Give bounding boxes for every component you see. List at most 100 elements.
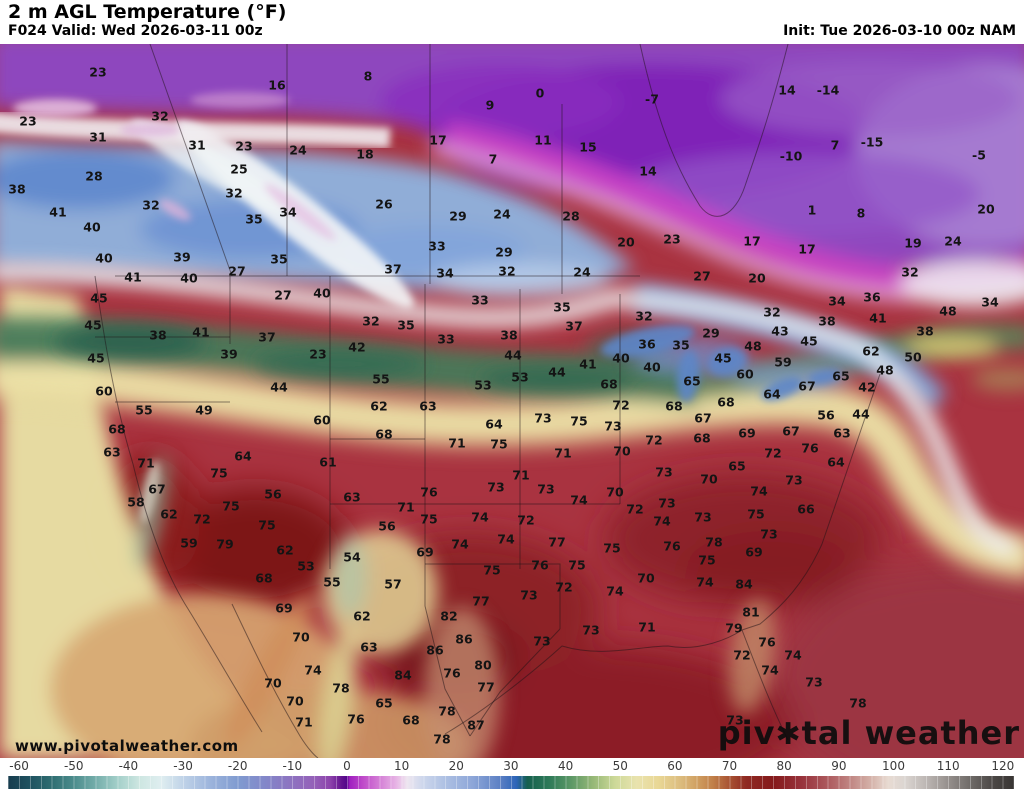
- temp-label: 23: [19, 113, 37, 129]
- temp-label: -15: [860, 134, 884, 150]
- temp-label: 74: [653, 513, 671, 529]
- temp-label: 84: [735, 576, 753, 592]
- temp-label: 70: [606, 484, 624, 500]
- temp-label: 37: [384, 261, 402, 277]
- temp-label: 24: [493, 206, 511, 222]
- temp-label: 79: [725, 620, 743, 636]
- temp-label: 69: [745, 544, 763, 560]
- temp-label: 71: [638, 619, 656, 635]
- temp-label: 78: [705, 534, 723, 550]
- temp-label: 34: [279, 204, 297, 220]
- colorbar-tick-label: 10: [394, 759, 410, 773]
- temp-label: 8: [363, 68, 373, 84]
- temp-label: 23: [235, 138, 253, 154]
- temp-label: 35: [397, 317, 415, 333]
- temp-label: 67: [148, 481, 166, 497]
- temp-label: 32: [635, 308, 653, 324]
- temp-label: 73: [658, 495, 676, 511]
- temp-label: 36: [638, 336, 656, 352]
- temp-label: 69: [416, 544, 434, 560]
- colorbar-tick-label: 60: [667, 759, 683, 773]
- temp-label: 35: [672, 337, 690, 353]
- temp-label: 68: [255, 570, 273, 586]
- temp-label: 63: [343, 489, 361, 505]
- temp-label: 27: [274, 287, 292, 303]
- temp-label: 74: [696, 574, 714, 590]
- temp-label: 23: [663, 231, 681, 247]
- temp-label: 56: [378, 518, 396, 534]
- temp-label: 74: [304, 662, 322, 678]
- temp-label: 78: [332, 680, 350, 696]
- colorbar-tick-label: -30: [173, 759, 193, 773]
- temp-label: 35: [553, 299, 571, 315]
- temp-label: 75: [568, 557, 586, 573]
- temp-label: 78: [849, 695, 867, 711]
- temp-label: 72: [764, 445, 782, 461]
- temp-label: 53: [474, 377, 492, 393]
- temp-label: 74: [451, 536, 469, 552]
- temp-label: 76: [758, 634, 776, 650]
- temp-label: 63: [360, 639, 378, 655]
- temp-label: 44: [504, 347, 522, 363]
- great-lakes: [600, 324, 841, 402]
- temp-label: 63: [103, 444, 121, 460]
- temp-label: 45: [87, 350, 105, 366]
- temp-label: 48: [939, 303, 957, 319]
- temp-label: 33: [428, 238, 446, 254]
- temp-label: -7: [645, 91, 659, 107]
- temp-label: 75: [570, 413, 588, 429]
- temp-label: 74: [606, 583, 624, 599]
- temp-label: 43: [771, 323, 789, 339]
- temp-label: 32: [498, 263, 516, 279]
- temp-label: 70: [637, 570, 655, 586]
- temp-label: 50: [904, 349, 922, 365]
- logo-text-left: piv: [717, 714, 776, 752]
- temp-label: 75: [603, 540, 621, 556]
- temp-label: 61: [319, 454, 337, 470]
- temp-label: 49: [195, 402, 213, 418]
- temp-label: 80: [474, 657, 492, 673]
- temp-label: 74: [471, 509, 489, 525]
- temp-label: 72: [645, 432, 663, 448]
- temp-label: 73: [487, 479, 505, 495]
- colorbar-tick-label: 20: [448, 759, 464, 773]
- temp-label: 29: [449, 208, 467, 224]
- temp-label: 57: [384, 576, 402, 592]
- temp-label: 7: [830, 137, 840, 153]
- temp-label: 40: [95, 250, 113, 266]
- watermark-url: www.pivotalweather.com: [15, 737, 239, 755]
- temp-label: 59: [180, 535, 198, 551]
- temp-label: 53: [511, 369, 529, 385]
- temp-label: 73: [655, 464, 673, 480]
- temp-label: 17: [743, 233, 761, 249]
- init-time: Init: Tue 2026-03-10 00z NAM: [783, 23, 1016, 39]
- temp-label: 55: [323, 574, 341, 590]
- temp-label: 77: [472, 593, 490, 609]
- temp-label: 76: [347, 711, 365, 727]
- temp-label: 40: [643, 359, 661, 375]
- temp-label: 45: [800, 333, 818, 349]
- temp-label: 75: [258, 517, 276, 533]
- temp-label: 41: [869, 310, 887, 326]
- temp-label: 64: [763, 386, 781, 402]
- boundary-lines: [94, 44, 881, 758]
- temp-label: 74: [497, 531, 515, 547]
- colorbar-tick-label: 70: [721, 759, 738, 773]
- temp-label: 55: [372, 371, 390, 387]
- freezing-line-white-band: [0, 262, 1018, 559]
- temp-label: 41: [192, 324, 210, 340]
- temp-label: 40: [612, 350, 630, 366]
- temp-label: -5: [972, 147, 986, 163]
- colorbar-tick-label: 110: [936, 759, 960, 773]
- temp-label: 28: [562, 208, 580, 224]
- temp-label: 55: [135, 402, 153, 418]
- map-canvas: 23 16 23 32 31 31 23 24 28 25 32 38 34 35 41 40 32 40 39 35…: [0, 44, 1024, 758]
- temp-label: 75: [698, 552, 716, 568]
- temp-label: 72: [612, 397, 630, 413]
- temp-label: 38: [149, 327, 167, 343]
- temp-label: 68: [600, 376, 618, 392]
- temp-label: 76: [801, 440, 819, 456]
- temp-label: 74: [761, 662, 779, 678]
- temp-label: 70: [292, 629, 310, 645]
- temp-label: 19: [904, 235, 922, 251]
